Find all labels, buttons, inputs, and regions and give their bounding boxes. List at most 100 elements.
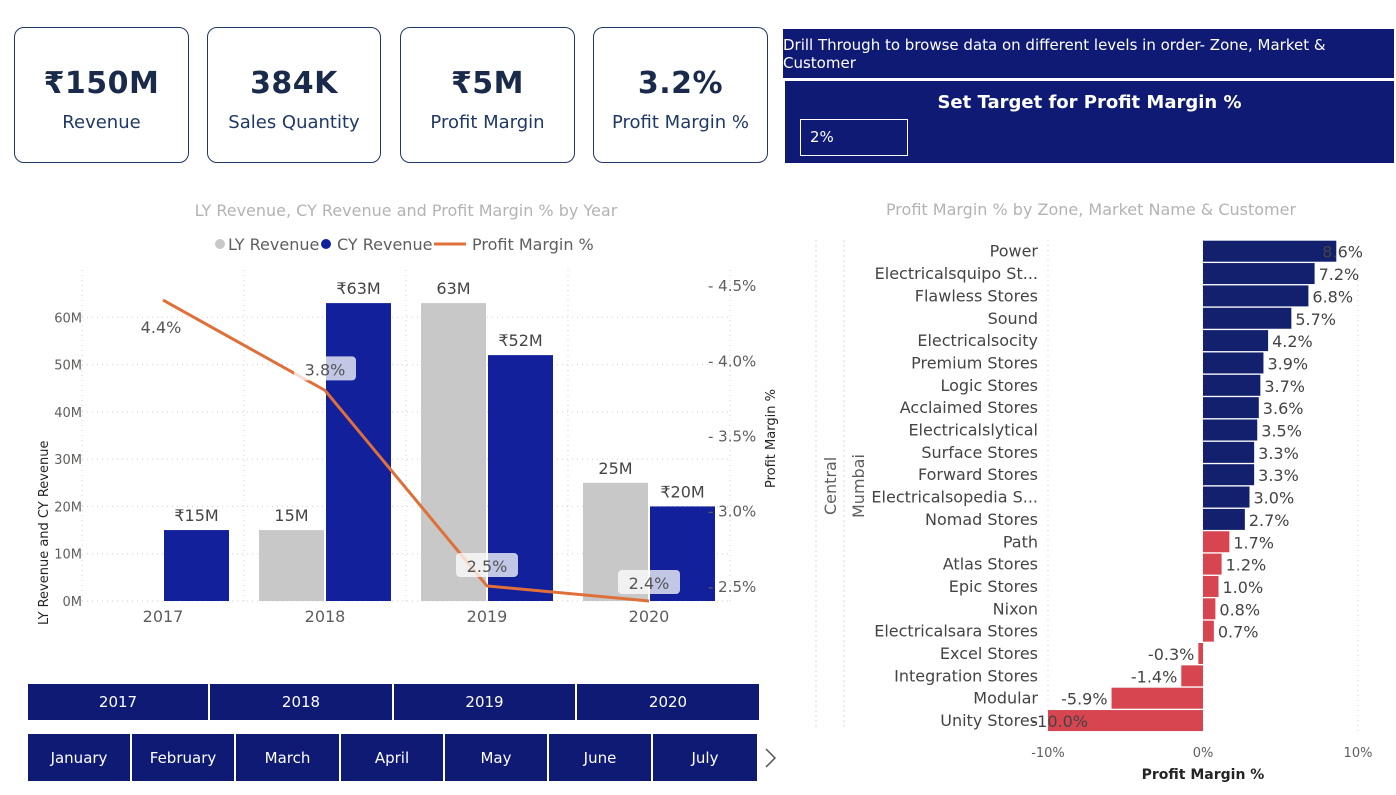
pm-label-bg: [456, 552, 518, 577]
year-button-2020[interactable]: 2020: [577, 684, 759, 720]
customer-label: Epic Stores: [949, 577, 1038, 596]
customer-bar[interactable]: [1203, 486, 1250, 508]
customer-bar[interactable]: [1203, 553, 1222, 575]
ly-revenue-label: 63M: [436, 279, 470, 298]
cy-revenue-bar[interactable]: [326, 303, 391, 601]
customer-bar[interactable]: [1203, 330, 1269, 352]
customer-bar[interactable]: [1203, 575, 1219, 597]
customer-value-label: 3.0%: [1254, 489, 1295, 508]
chevron-right-icon[interactable]: [762, 746, 778, 770]
customer-bar[interactable]: [1203, 419, 1258, 441]
customer-label: Sound: [988, 309, 1038, 328]
y-tick-label: 40M: [54, 406, 82, 421]
customer-value-label: 8.6%: [1322, 243, 1363, 262]
customer-bar[interactable]: [1203, 240, 1337, 262]
kpi-value: ₹150M: [43, 66, 160, 101]
cy-revenue-bar[interactable]: [164, 530, 229, 601]
pm-label: 2.4%: [629, 574, 670, 593]
customer-label: Modular: [973, 689, 1038, 708]
kpi-label: Profit Margin %: [612, 112, 749, 133]
x-tick-label: 2020: [629, 607, 670, 626]
year-button-2019[interactable]: 2019: [394, 684, 577, 720]
customer-value-label: 6.8%: [1312, 287, 1353, 306]
pm-label: 4.4%: [141, 318, 182, 337]
customer-bar[interactable]: [1203, 508, 1245, 530]
y2-tick-label: - 3.0%: [708, 503, 756, 521]
customer-label: Electricalsocity: [917, 331, 1038, 350]
month-button-april[interactable]: April: [341, 734, 445, 781]
x-tick-label: 2019: [467, 607, 508, 626]
month-button-march[interactable]: March: [236, 734, 341, 781]
customer-label: Electricalsquipo St...: [875, 264, 1038, 283]
customer-bar[interactable]: [1203, 441, 1255, 463]
month-button-february[interactable]: February: [132, 734, 236, 781]
customer-value-label: 3.9%: [1267, 354, 1308, 373]
customer-value-label: 1.7%: [1233, 533, 1274, 552]
y-tick-label: 10M: [54, 548, 82, 563]
month-button-july[interactable]: July: [653, 734, 757, 781]
y-tick-label: 20M: [54, 500, 82, 515]
customer-bar[interactable]: [1203, 307, 1292, 329]
target-input[interactable]: 2%: [800, 119, 908, 156]
ly-revenue-label: 15M: [274, 506, 308, 525]
pm-label: 2.5%: [467, 557, 508, 576]
year-button-2017[interactable]: 2017: [28, 684, 210, 720]
y2-tick-label: - 4.5%: [708, 277, 756, 295]
customer-bar[interactable]: [1203, 620, 1214, 642]
customer-bar[interactable]: [1203, 374, 1261, 396]
customer-bar[interactable]: [1203, 531, 1230, 553]
customer-label: Integration Stores: [894, 666, 1038, 685]
cy-revenue-label: ₹15M: [174, 506, 218, 525]
hbar-x-axis-title: Profit Margin %: [1142, 767, 1265, 783]
customer-label: Electricalslytical: [908, 421, 1038, 440]
customer-bar[interactable]: [1203, 598, 1216, 620]
customer-bar[interactable]: [1203, 464, 1255, 486]
kpi-label: Profit Margin: [430, 112, 545, 133]
customer-value-label: 3.3%: [1258, 444, 1299, 463]
customer-label: Excel Stores: [940, 644, 1038, 663]
customer-value-label: -0.3%: [1148, 645, 1194, 664]
customer-label: Premium Stores: [911, 353, 1038, 372]
kpi-value: 3.2%: [637, 66, 724, 101]
y2-tick-label: - 4.0%: [708, 352, 756, 370]
month-button-january[interactable]: January: [28, 734, 132, 781]
customer-label: Electricalsopedia S...: [871, 488, 1038, 507]
month-button-may[interactable]: May: [445, 734, 549, 781]
ly-revenue-bar[interactable]: [259, 530, 324, 601]
kpi-card-sales-quantity: 384K Sales Quantity: [207, 27, 381, 163]
customer-bar[interactable]: [1181, 665, 1203, 687]
customer-bar[interactable]: [1203, 397, 1259, 419]
customer-value-label: 0.7%: [1218, 623, 1259, 642]
customer-label: Power: [990, 242, 1039, 261]
profit-margin-line[interactable]: [162, 298, 650, 603]
customer-value-label: 1.0%: [1223, 578, 1264, 597]
hbar-chart: Profit Margin % by Zone, Market Name & C…: [815, 200, 1372, 783]
ly-revenue-bar[interactable]: [421, 303, 486, 601]
customer-bar[interactable]: [1111, 687, 1203, 709]
pm-label-bg: [294, 356, 356, 381]
y-tick-label: 60M: [54, 311, 82, 326]
month-button-june[interactable]: June: [549, 734, 653, 781]
kpi-value: 384K: [250, 66, 338, 101]
customer-value-label: 3.7%: [1264, 377, 1305, 396]
year-button-2018[interactable]: 2018: [210, 684, 394, 720]
customer-value-label: -5.9%: [1061, 690, 1107, 709]
legend-label-pm: Profit Margin %: [472, 235, 594, 254]
ly-revenue-label: 25M: [598, 459, 632, 478]
customer-bar[interactable]: [1203, 285, 1309, 307]
customer-value-label: 1.2%: [1226, 556, 1267, 575]
kpi-label: Revenue: [62, 112, 141, 133]
customer-bar[interactable]: [1203, 352, 1264, 374]
customer-value-label: 4.2%: [1272, 332, 1313, 351]
customer-label: Electricalsara Stores: [874, 622, 1038, 641]
month-slicer: January February March April May June Ju…: [28, 734, 757, 781]
cy-revenue-label: ₹20M: [660, 482, 704, 501]
customer-label: Unity Stores: [940, 711, 1038, 730]
customer-label: Nomad Stores: [925, 510, 1038, 529]
legend-marker-cy: [321, 239, 331, 249]
customer-bar[interactable]: [1203, 263, 1315, 285]
x-tick-label: 2018: [305, 607, 346, 626]
customer-bar[interactable]: [1198, 643, 1203, 664]
hbar-x-tick-label: -10%: [1031, 746, 1065, 761]
customer-bar[interactable]: [1048, 710, 1203, 732]
